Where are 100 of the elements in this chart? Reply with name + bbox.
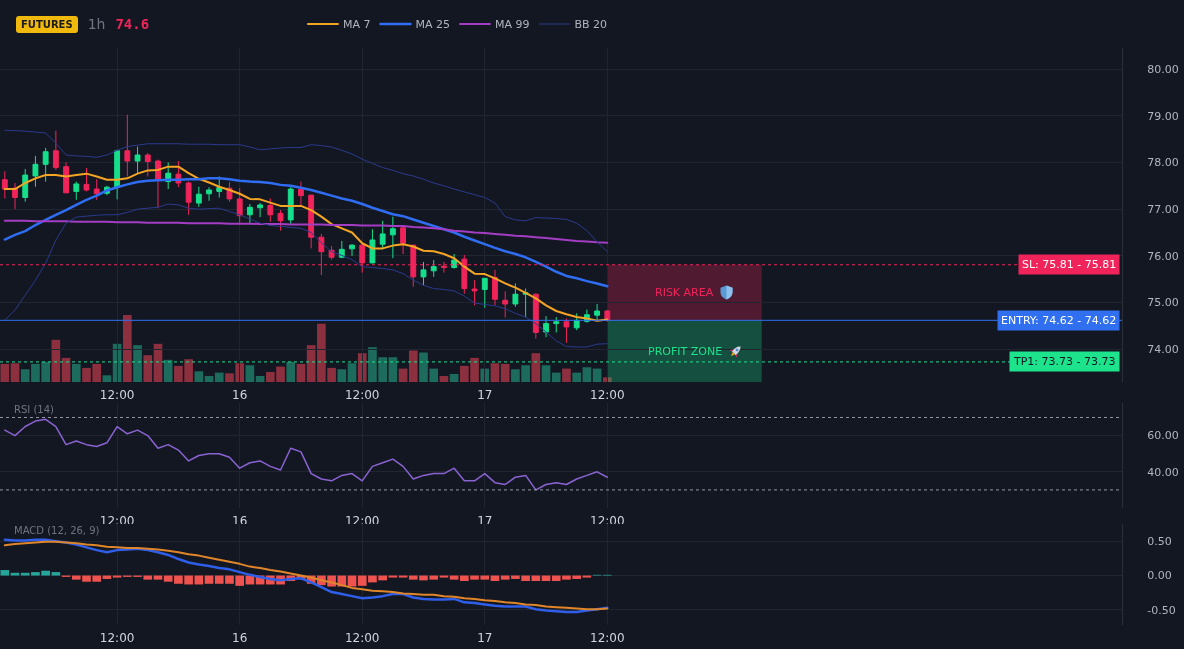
y-tick-label: 76.00 [1147,249,1179,263]
candlestick [52,130,59,171]
ref-line-label: ENTRY: 74.62 - 74.62 [1001,314,1117,327]
candlestick [502,290,509,319]
bar [592,368,602,382]
y-tick-label: 75.00 [1147,296,1179,310]
candlestick [400,226,406,255]
candlestick [379,220,386,250]
bar [255,375,265,382]
line-series [3,219,609,244]
candlestick [22,168,29,203]
x-tick-label: 12:00 [99,631,135,645]
bar [143,355,153,382]
candlestick [73,181,80,201]
candlestick [93,178,100,201]
bar [439,375,449,382]
text: FUTURES [16,15,78,33]
bar [214,372,224,382]
line-series [4,418,609,491]
annotation: RSI (14) [14,404,54,415]
candlestick [134,146,141,174]
y-tick-label: 77.00 [1147,203,1179,217]
bar [551,372,561,382]
candlestick [512,282,519,308]
line-series [4,203,608,348]
candlestick [267,197,274,223]
candlestick [246,203,253,225]
candlestick [349,243,355,257]
bar [71,363,81,382]
legend-label: MA 99 [494,18,530,32]
x-tick-label: 12:00 [344,631,380,645]
candlestick [216,175,223,198]
line-series [3,165,609,322]
x-tick-label: 12:00 [590,631,625,645]
bar [347,363,357,382]
x-tick-label: 12:00 [99,388,135,402]
candlestick [298,181,304,206]
bar [582,367,592,382]
bar [398,368,408,382]
bar [572,372,582,382]
bar [163,359,173,382]
bar [102,375,112,382]
candlestick [83,167,90,192]
candlestick [563,317,570,344]
candlestick [430,259,437,278]
x-tick-label: 12:00 [344,388,380,402]
candlestick [236,187,243,225]
text: RISK AREA [655,286,714,299]
y-tick-label: 0.50 [1147,535,1172,549]
x-tick-label: 16 [232,631,248,645]
candlestick [451,253,458,269]
candlestick [471,279,478,306]
candlestick [369,228,376,264]
bar [357,353,367,382]
candlestick [114,149,121,200]
bar [133,345,142,382]
y-tick-label: 60.00 [1147,429,1179,443]
bar [490,363,500,382]
text: 1h [87,16,106,32]
candlestick [257,202,264,218]
bar [541,365,551,382]
bar [480,368,490,382]
bar [449,373,459,382]
candlestick [185,181,192,216]
bar [194,371,204,382]
x-tick-label: 17 [477,631,493,645]
y-tick-label: 78.00 [1147,156,1179,170]
bar [123,315,132,382]
bar [10,363,20,382]
candlestick [206,186,212,202]
line-series [3,177,609,288]
candlestick [594,303,601,321]
candlestick [144,152,151,177]
candlestick [195,186,202,208]
candlestick [124,114,131,177]
y-tick-label: 40.00 [1147,465,1179,479]
candlestick [1,170,8,199]
candlestick [42,147,49,183]
legend-label: BB 20 [574,18,608,32]
candlestick [32,155,39,188]
text: PROFIT ZONE [648,345,723,358]
x-tick-label: 17 [477,388,493,402]
candlestick [481,277,488,309]
candlestick [543,315,549,338]
bar [204,375,214,382]
y-tick-label: 74.00 [1147,343,1179,357]
candlestick [389,216,396,259]
x-tick-label: 16 [232,388,248,402]
annotation: MACD (12, 26, 9) [14,525,100,536]
y-tick-label: 80.00 [1147,62,1179,76]
candlestick [277,209,284,232]
bar [286,361,296,382]
candlestick [420,261,427,286]
bar [337,369,347,382]
candlestick [63,161,69,194]
bar [296,363,306,382]
bar [245,365,255,382]
x-tick-label: 12:00 [590,388,625,402]
candlestick [553,316,560,333]
bar [531,353,541,382]
